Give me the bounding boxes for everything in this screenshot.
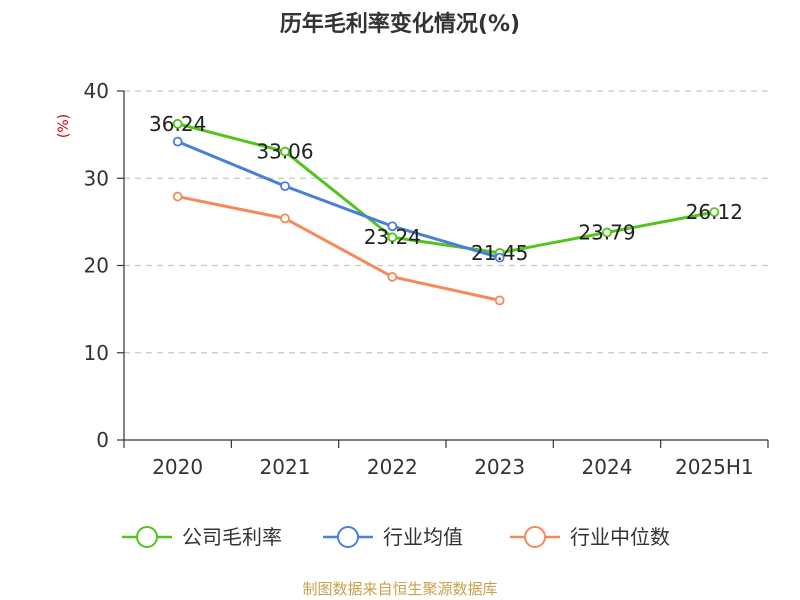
series-0-point-4 — [602, 227, 612, 238]
y-tick-label-4: 40 — [84, 79, 109, 103]
legend-label-1: 行业均值 — [383, 525, 463, 549]
series-2-point-3 — [494, 295, 505, 306]
y-tick-label-2: 20 — [84, 254, 109, 278]
source-note: 制图数据来自恒生聚源数据库 — [302, 580, 497, 598]
x-tick-label-2: 2022 — [367, 455, 418, 479]
data-label-1: 33.06 — [256, 140, 313, 164]
series-1-point-3 — [494, 252, 505, 263]
series-2-point-0 — [172, 191, 183, 202]
series-0-point-5 — [709, 207, 720, 218]
legend-label-2: 行业中位数 — [570, 525, 670, 549]
legend-label-0: 公司毛利率 — [182, 525, 282, 549]
legend-item-2[interactable]: 行业中位数 — [510, 525, 670, 549]
series-2-point-1 — [280, 213, 290, 224]
data-label-4: 23.79 — [578, 220, 635, 244]
data-label-5: 26.12 — [686, 200, 743, 224]
legend-marker-1 — [337, 526, 359, 548]
data-labels: 36.24 33.06 23.24 21.45 23.79 26.12 — [149, 112, 743, 265]
y-tick-label-3: 30 — [84, 166, 109, 190]
series-lines — [172, 118, 720, 306]
chart-title: 历年毛利率变化情况(%) — [280, 11, 520, 37]
x-tick-label-3: 2023 — [474, 455, 525, 479]
y-axis-unit-label: (%) — [56, 114, 72, 138]
legend-marker-0 — [136, 526, 158, 548]
x-tick-label-1: 2021 — [260, 455, 311, 479]
series-1-point-1 — [280, 181, 290, 192]
series-0-point-0 — [172, 118, 183, 129]
data-label-2: 23.24 — [364, 225, 421, 249]
gridlines — [124, 90, 768, 354]
x-tick-label-5: 2025H1 — [675, 455, 754, 479]
series-1-point-0 — [172, 136, 183, 147]
series-line-2 — [177, 195, 500, 302]
legend-marker-2 — [524, 526, 546, 548]
series-0-point-2 — [387, 232, 398, 243]
series-1-point-2 — [387, 221, 398, 232]
data-label-3: 21.45 — [471, 241, 528, 265]
series-line-1 — [177, 140, 501, 260]
legend[interactable]: 公司毛利率 行业均值 行业中位数 — [122, 525, 670, 549]
series-2-point-2 — [387, 271, 398, 282]
x-tick-label-4: 2024 — [582, 455, 633, 479]
legend-item-1[interactable]: 行业均值 — [323, 525, 463, 549]
legend-item-0[interactable]: 公司毛利率 — [122, 525, 282, 549]
y-tick-label-1: 10 — [84, 341, 109, 365]
data-label-0: 36.24 — [149, 112, 206, 136]
series-0-point-1 — [280, 146, 290, 157]
x-tick-label-0: 2020 — [152, 455, 203, 479]
axes: 0 10 20 30 40 2020 2021 2022 2023 2024 2025H1 — [84, 79, 769, 479]
series-line-0 — [177, 122, 715, 255]
y-tick-label-0: 0 — [96, 428, 109, 452]
